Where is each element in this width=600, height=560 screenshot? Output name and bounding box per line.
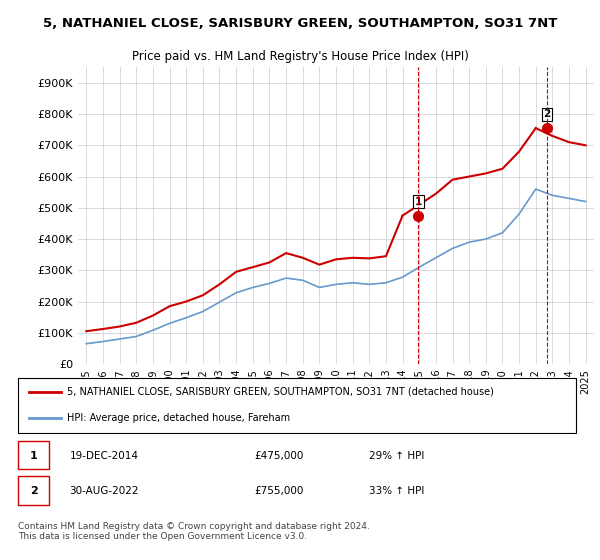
Text: 29% ↑ HPI: 29% ↑ HPI [369, 451, 424, 461]
Text: 19-DEC-2014: 19-DEC-2014 [70, 451, 139, 461]
Text: HPI: Average price, detached house, Fareham: HPI: Average price, detached house, Fare… [67, 413, 290, 423]
Text: 2: 2 [543, 109, 550, 119]
Text: 2: 2 [30, 486, 37, 496]
Text: 1: 1 [30, 451, 37, 461]
Text: 5, NATHANIEL CLOSE, SARISBURY GREEN, SOUTHAMPTON, SO31 7NT: 5, NATHANIEL CLOSE, SARISBURY GREEN, SOU… [43, 17, 557, 30]
FancyBboxPatch shape [18, 476, 49, 505]
Text: Price paid vs. HM Land Registry's House Price Index (HPI): Price paid vs. HM Land Registry's House … [131, 50, 469, 63]
FancyBboxPatch shape [18, 377, 577, 433]
Text: Contains HM Land Registry data © Crown copyright and database right 2024.
This d: Contains HM Land Registry data © Crown c… [18, 522, 370, 542]
Text: 5, NATHANIEL CLOSE, SARISBURY GREEN, SOUTHAMPTON, SO31 7NT (detached house): 5, NATHANIEL CLOSE, SARISBURY GREEN, SOU… [67, 386, 494, 396]
Text: 33% ↑ HPI: 33% ↑ HPI [369, 486, 424, 496]
Text: £475,000: £475,000 [254, 451, 303, 461]
Text: 1: 1 [415, 197, 422, 207]
Text: 30-AUG-2022: 30-AUG-2022 [70, 486, 139, 496]
Text: £755,000: £755,000 [254, 486, 303, 496]
FancyBboxPatch shape [18, 441, 49, 469]
